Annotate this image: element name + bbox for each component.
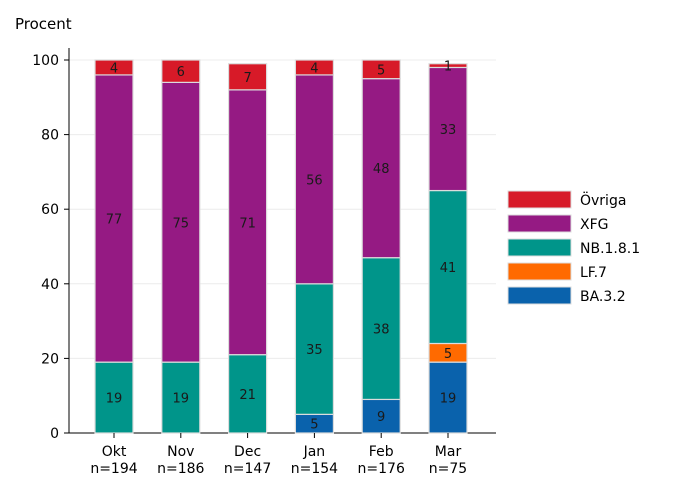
data-label: 1 (444, 60, 452, 75)
bar-segment (361, 78, 401, 259)
bar-segment (161, 81, 201, 363)
y-tick-label: 40 (41, 277, 59, 293)
data-label: 75 (173, 216, 190, 231)
bar-segment (228, 354, 268, 434)
data-label: 21 (239, 388, 256, 403)
x-tick-count: n=176 (358, 461, 405, 477)
legend-label: NB.1.8.1 (580, 241, 640, 257)
x-tick-count: n=186 (157, 461, 204, 477)
data-label: 7 (243, 71, 251, 86)
data-label: 19 (173, 392, 190, 407)
bar-segment (161, 59, 201, 83)
y-tick-label: 0 (50, 426, 59, 442)
x-tick-label: Dec (234, 444, 261, 460)
y-tick-label: 80 (41, 128, 59, 144)
data-label: 71 (239, 216, 256, 231)
legend-swatch (507, 190, 572, 209)
x-tick-count: n=194 (90, 461, 137, 477)
bar-segment (228, 89, 268, 356)
legend-swatch (507, 286, 572, 305)
x-tick-label: Nov (167, 444, 194, 460)
bar-segment (294, 74, 334, 285)
bar-segment (361, 257, 401, 401)
bar-segment (361, 59, 401, 80)
data-label: 5 (444, 347, 452, 362)
legend-label: Övriga (580, 191, 626, 209)
x-tick-label: Okt (102, 444, 127, 460)
x-tick-label: Mar (435, 444, 462, 460)
y-tick-label: 100 (32, 53, 59, 69)
data-label: 33 (440, 123, 457, 138)
bar-segment (228, 63, 268, 91)
y-axis-title: Procent (15, 15, 72, 33)
legend-label: XFG (580, 217, 609, 233)
data-label: 5 (377, 63, 385, 78)
legend-swatch (507, 262, 572, 281)
data-label: 48 (373, 162, 390, 177)
data-label: 19 (106, 392, 123, 407)
data-label: 19 (440, 392, 457, 407)
bar-segment (428, 361, 468, 434)
data-label: 6 (177, 65, 185, 80)
legend-swatch (507, 238, 572, 257)
data-label: 38 (373, 323, 390, 338)
bar-segment (428, 63, 468, 69)
data-label: 35 (306, 343, 323, 358)
bar-segment (294, 59, 334, 76)
y-tick-label: 60 (41, 202, 59, 218)
bar-segment (94, 74, 134, 363)
data-label: 4 (110, 61, 118, 76)
x-tick-label: Feb (369, 444, 394, 460)
x-tick-count: n=75 (429, 461, 467, 477)
y-tick-label: 20 (41, 351, 59, 367)
bar-segment (94, 59, 134, 76)
legend-swatch (507, 214, 572, 233)
bar-segment (361, 398, 401, 434)
x-tick-count: n=154 (291, 461, 338, 477)
data-label: 4 (310, 61, 318, 76)
data-label: 41 (440, 261, 457, 276)
legend-label: BA.3.2 (580, 289, 626, 305)
x-tick-label: Jan (303, 444, 326, 460)
data-label: 5 (310, 418, 318, 433)
bar-segment (428, 189, 468, 345)
x-tick-count: n=147 (224, 461, 271, 477)
data-label: 9 (377, 410, 385, 425)
data-label: 56 (306, 173, 323, 188)
legend-label: LF.7 (580, 265, 607, 281)
data-label: 77 (106, 213, 123, 228)
